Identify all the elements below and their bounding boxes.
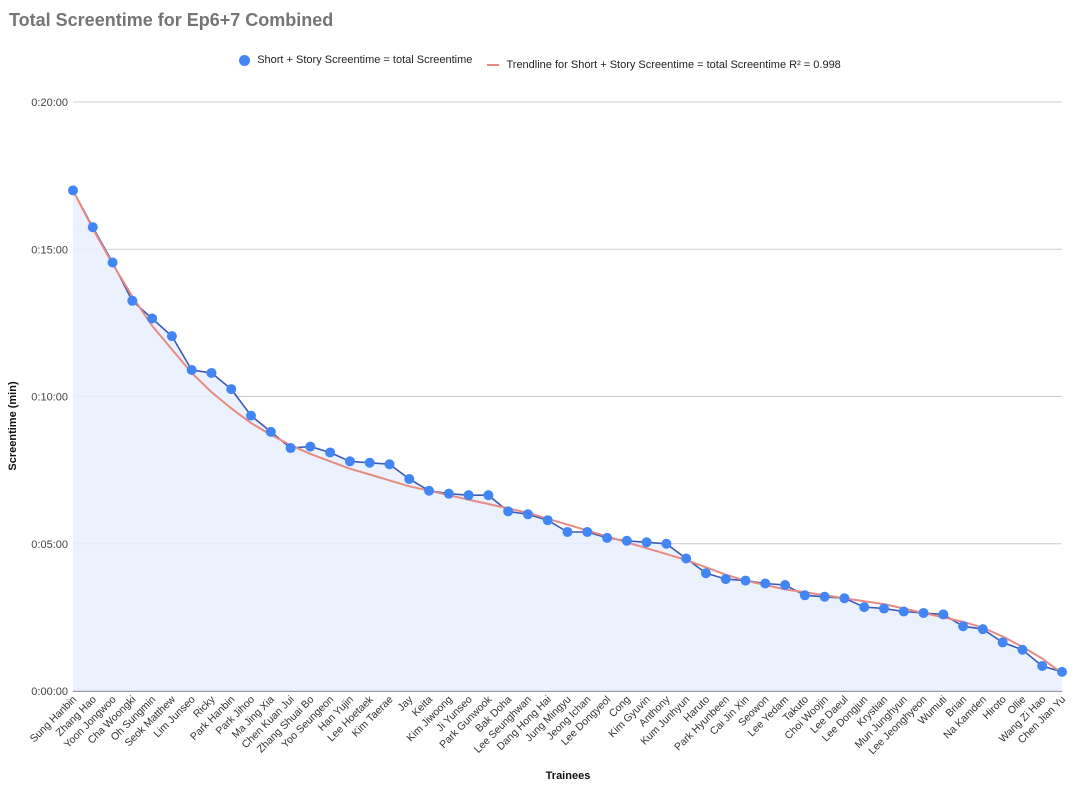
data-point[interactable]: [1017, 644, 1028, 655]
data-point[interactable]: [107, 257, 118, 268]
data-point[interactable]: [305, 441, 316, 452]
data-point[interactable]: [700, 568, 711, 579]
data-point[interactable]: [443, 488, 454, 499]
y-tick-label: 0:05:00: [31, 539, 68, 551]
data-point[interactable]: [265, 426, 276, 437]
data-point[interactable]: [246, 410, 257, 421]
data-point[interactable]: [720, 574, 731, 585]
data-point[interactable]: [463, 490, 474, 501]
data-point[interactable]: [1037, 660, 1048, 671]
legend-series-marker: [239, 54, 251, 66]
data-point[interactable]: [780, 579, 791, 590]
data-point[interactable]: [68, 185, 78, 196]
data-point[interactable]: [186, 364, 197, 375]
data-point[interactable]: [898, 606, 909, 617]
data-point[interactable]: [483, 490, 494, 501]
x-axis-title: Trainees: [546, 770, 591, 782]
y-tick-label: 0:20:00: [31, 97, 68, 109]
data-point[interactable]: [760, 578, 771, 589]
data-point[interactable]: [384, 459, 395, 470]
series-points: [68, 185, 1067, 677]
data-point[interactable]: [364, 457, 375, 468]
data-point[interactable]: [562, 526, 573, 537]
data-point[interactable]: [997, 637, 1008, 648]
data-point[interactable]: [226, 384, 237, 395]
data-point[interactable]: [542, 515, 553, 526]
legend-item-trendline[interactable]: Trendline for Short + Story Screentime =…: [487, 58, 841, 71]
data-point[interactable]: [166, 331, 177, 342]
data-point[interactable]: [522, 509, 533, 520]
data-point[interactable]: [958, 621, 969, 632]
series-area-fill: [73, 190, 1062, 691]
data-point[interactable]: [206, 367, 217, 378]
data-point[interactable]: [424, 485, 435, 496]
y-tick-label: 0:00:00: [31, 686, 68, 698]
y-tick-label: 0:10:00: [31, 392, 68, 404]
data-point[interactable]: [1057, 666, 1067, 677]
data-point[interactable]: [819, 591, 830, 602]
data-point[interactable]: [602, 532, 613, 543]
data-point[interactable]: [404, 473, 415, 484]
data-point[interactable]: [344, 456, 355, 467]
data-point[interactable]: [503, 506, 514, 517]
data-point[interactable]: [799, 590, 810, 601]
legend-series-label: Short + Story Screentime = total Screent…: [257, 54, 473, 66]
data-point[interactable]: [681, 553, 692, 564]
y-axis-title: Screentime (min): [7, 381, 19, 471]
data-point[interactable]: [740, 575, 751, 586]
data-point[interactable]: [325, 447, 336, 458]
chart-title: Total Screentime for Ep6+7 Combined: [9, 10, 334, 30]
legend-item-series[interactable]: Short + Story Screentime = total Screent…: [239, 54, 472, 66]
y-axis-ticks: 0:00:00 0:05:00 0:10:00 0:15:00 0:20:00: [31, 97, 68, 698]
data-point[interactable]: [661, 538, 672, 549]
data-point[interactable]: [859, 602, 870, 613]
legend-trendline-label: Trendline for Short + Story Screentime =…: [506, 58, 841, 71]
data-point[interactable]: [641, 537, 652, 548]
data-point[interactable]: [127, 295, 138, 306]
data-point[interactable]: [87, 222, 98, 233]
data-point[interactable]: [839, 593, 850, 604]
legend-trendline-marker: [487, 63, 500, 66]
data-point[interactable]: [918, 607, 929, 618]
y-tick-label: 0:15:00: [31, 244, 68, 256]
data-point[interactable]: [977, 624, 988, 635]
data-point[interactable]: [582, 526, 593, 537]
data-point[interactable]: [147, 313, 158, 324]
data-point[interactable]: [285, 443, 296, 454]
data-point[interactable]: [938, 609, 949, 620]
data-point[interactable]: [878, 603, 889, 614]
trendline: [72, 189, 1063, 675]
data-point[interactable]: [621, 535, 632, 546]
legend: Short + Story Screentime = total Screent…: [0, 54, 1080, 71]
